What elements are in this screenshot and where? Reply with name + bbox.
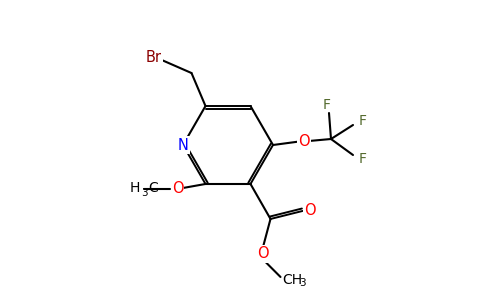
Text: Br: Br <box>146 50 162 64</box>
Text: F: F <box>323 98 331 112</box>
Text: F: F <box>359 114 367 128</box>
Text: O: O <box>172 182 183 196</box>
Text: CH: CH <box>283 273 302 287</box>
Text: N: N <box>178 137 188 152</box>
Text: O: O <box>303 203 315 218</box>
Text: C: C <box>149 181 158 195</box>
Text: O: O <box>257 247 268 262</box>
Text: 3: 3 <box>141 188 148 198</box>
Text: F: F <box>359 152 367 166</box>
Text: 3: 3 <box>299 278 306 288</box>
Text: O: O <box>298 134 310 148</box>
Text: H: H <box>129 181 140 195</box>
